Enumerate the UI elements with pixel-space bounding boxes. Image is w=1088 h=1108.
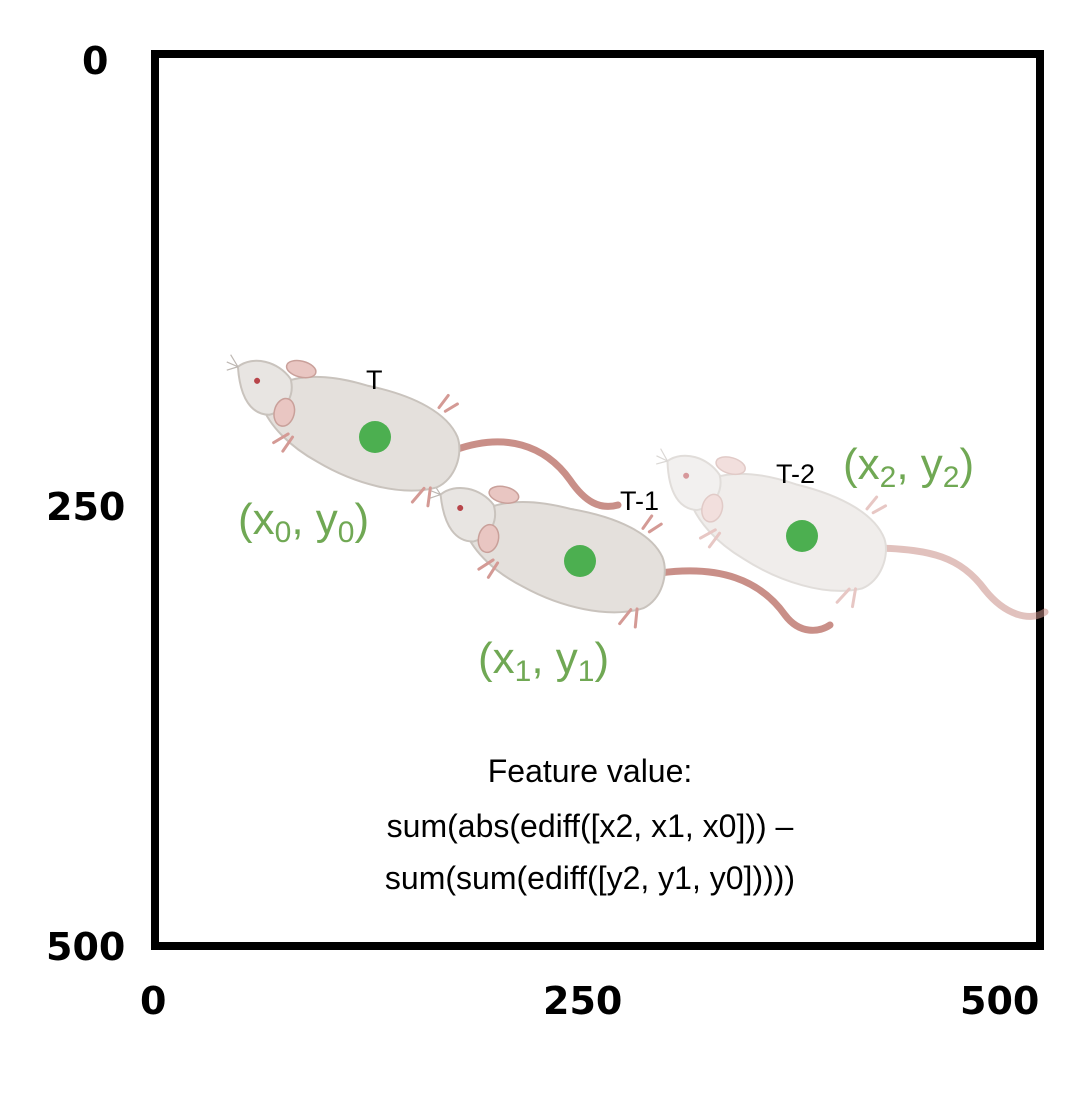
coord-label-0: (x0, y0) — [238, 495, 370, 549]
formula-line-3: sum(sum(ediff([y2, y1, y0])))) — [384, 860, 796, 896]
centroid-dot — [786, 520, 818, 552]
x-tick-250: 250 — [543, 979, 623, 1023]
formula-line-1: Feature value: — [487, 753, 693, 789]
coord-label-1: (x1, y1) — [478, 634, 610, 688]
x-tick-500: 500 — [960, 979, 1040, 1023]
x-tick-0: 0 — [140, 979, 167, 1023]
mouse-icon — [203, 340, 622, 512]
y-tick-0: 0 — [82, 39, 109, 83]
frame-label-t-1: T-1 — [620, 486, 660, 516]
coord-label-2: (x2, y2) — [843, 440, 975, 494]
centroid-dot — [564, 545, 596, 577]
centroid-dot — [359, 421, 391, 453]
mouse-icon — [408, 468, 834, 634]
mouse-icon — [629, 434, 1049, 620]
frame-label-t-2: T-2 — [776, 459, 816, 489]
formula-line-2: sum(abs(ediff([x2, x1, x0])) – — [386, 808, 794, 844]
y-tick-500: 500 — [46, 925, 126, 969]
arena-frame — [151, 50, 1044, 950]
frame-label-t: T — [366, 365, 383, 395]
y-tick-250: 250 — [46, 485, 126, 529]
